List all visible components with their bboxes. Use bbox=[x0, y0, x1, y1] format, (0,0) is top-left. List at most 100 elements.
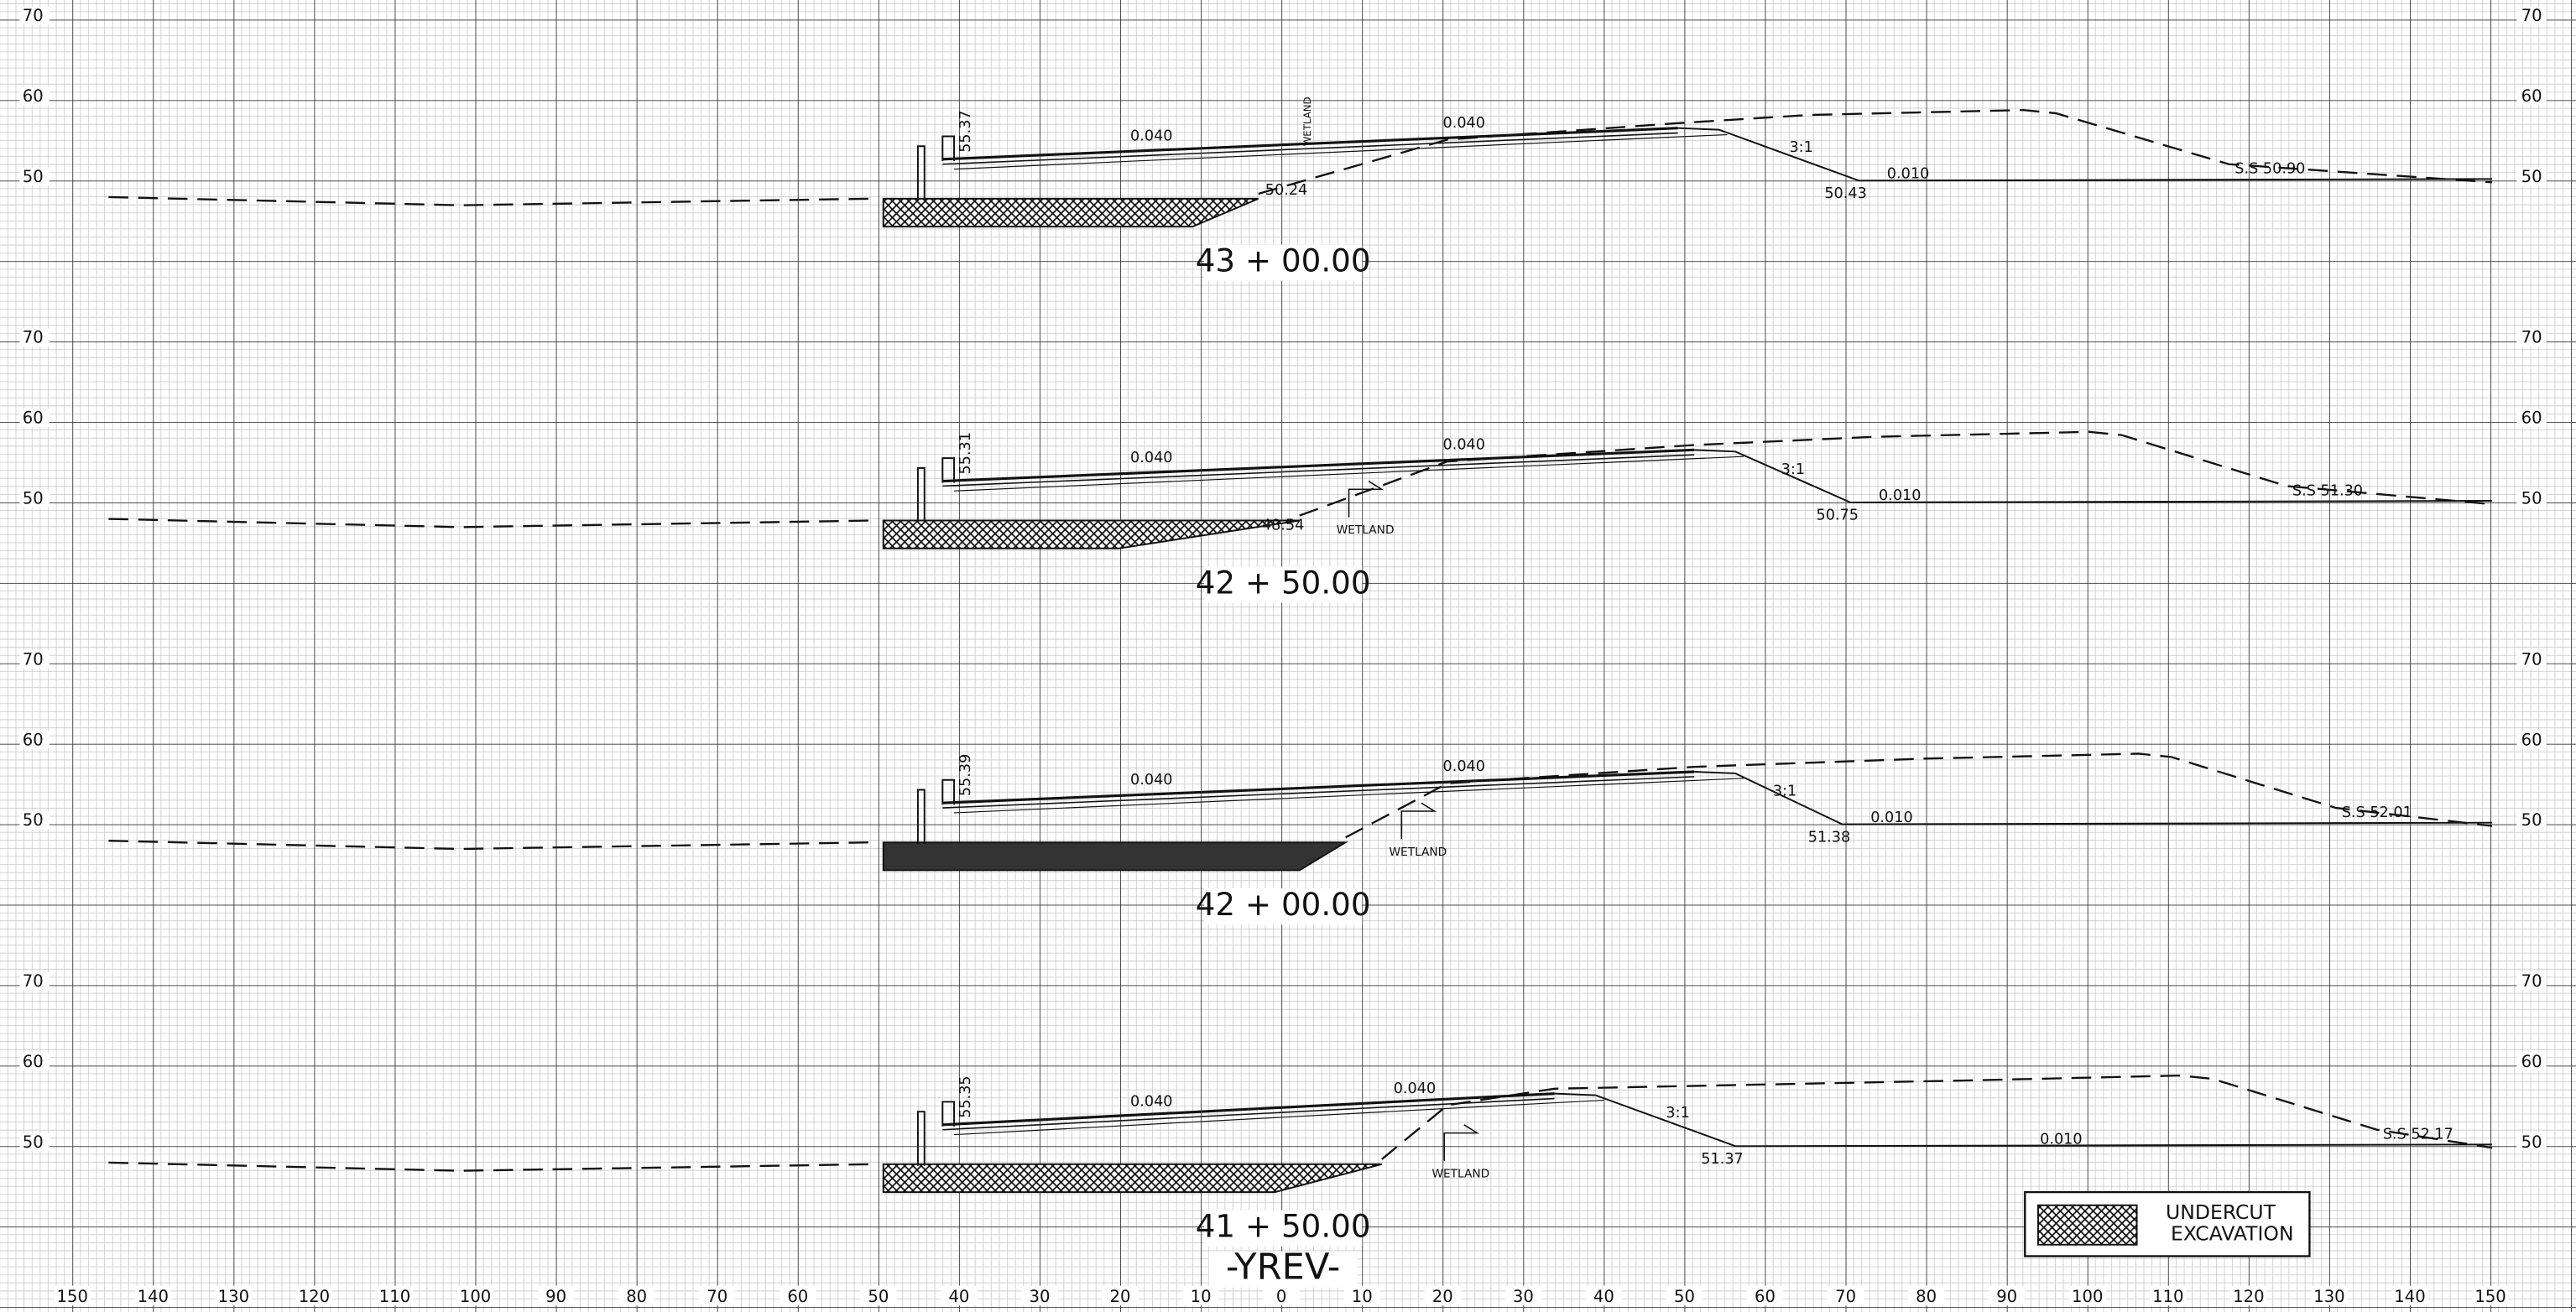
subgrade bbox=[954, 456, 1744, 492]
offset-label: 55.37 bbox=[957, 110, 974, 152]
elev-bg bbox=[19, 86, 50, 106]
fill-slope-label: 3:1 bbox=[1789, 139, 1812, 156]
x-axis-label: 30 bbox=[1513, 1287, 1534, 1306]
offset-label: 55.39 bbox=[957, 754, 974, 796]
slope-label: 0.040 bbox=[1443, 115, 1486, 132]
subgrade bbox=[954, 778, 1744, 814]
existing-ground bbox=[108, 195, 873, 206]
existing-ground bbox=[1258, 108, 2493, 195]
elevation-label: 60 bbox=[2521, 1052, 2542, 1071]
x-axis-label: 110 bbox=[2152, 1287, 2183, 1306]
elevation-label: 60 bbox=[2521, 730, 2542, 749]
x-label-bg bbox=[860, 1285, 897, 1306]
elev-bg bbox=[2516, 810, 2547, 830]
elev-bg bbox=[19, 810, 50, 830]
elevation-label: 50 bbox=[23, 167, 44, 186]
wetland-label: WETLAND bbox=[1337, 523, 1395, 537]
elev-bg bbox=[2516, 1052, 2547, 1071]
wetland-label: WETLAND bbox=[1389, 846, 1447, 859]
x-label-bg bbox=[538, 1285, 575, 1306]
x-axis-label: 130 bbox=[218, 1287, 249, 1306]
pavement bbox=[942, 776, 1695, 809]
undercut-elev: 48.54 bbox=[1262, 517, 1305, 534]
x-label-bg bbox=[618, 1285, 655, 1306]
undercut bbox=[882, 197, 1259, 228]
x-axis-label: 90 bbox=[1996, 1287, 2017, 1306]
wetland-marker bbox=[1443, 1124, 1480, 1161]
x-axis-label: 70 bbox=[1835, 1287, 1856, 1306]
x-label-bg bbox=[1343, 1285, 1380, 1306]
elevation-label: 70 bbox=[23, 6, 44, 25]
x-axis-label: 20 bbox=[1432, 1287, 1453, 1306]
elev-bg bbox=[19, 489, 50, 508]
station-label: 42 + 00.00 bbox=[1196, 886, 1371, 923]
x-label-bg bbox=[1021, 1285, 1058, 1306]
x-axis-label: 120 bbox=[2233, 1287, 2264, 1306]
x-label-bg bbox=[54, 1285, 91, 1306]
curb bbox=[916, 789, 926, 845]
elevation-label: 70 bbox=[23, 649, 44, 669]
elevation-label: 70 bbox=[2521, 649, 2542, 669]
station-bg bbox=[1204, 566, 1363, 603]
elevation-label: 60 bbox=[23, 1052, 44, 1071]
x-axis-label: 40 bbox=[948, 1287, 969, 1306]
x-label-bg bbox=[1424, 1285, 1461, 1306]
undercut bbox=[882, 841, 1349, 872]
x-axis-label: 90 bbox=[545, 1287, 566, 1306]
fill-slope bbox=[1677, 127, 2493, 182]
elev-bg bbox=[2516, 328, 2547, 347]
curb bbox=[916, 145, 926, 200]
x-axis-label: 110 bbox=[379, 1287, 410, 1306]
slope-label: 0.040 bbox=[1130, 772, 1173, 789]
elev-bg bbox=[19, 971, 50, 991]
shoulder-label: S.S 51.30 bbox=[2292, 482, 2363, 499]
x-label-bg bbox=[2311, 1285, 2348, 1306]
x-axis-label: 50 bbox=[868, 1287, 889, 1306]
x-axis-label: 80 bbox=[1916, 1287, 1937, 1306]
shoulder-label: S.S 52.01 bbox=[2342, 804, 2412, 821]
legend-swatch bbox=[2036, 1204, 2138, 1246]
elev-bg bbox=[2516, 1132, 2547, 1152]
fill-slope bbox=[1554, 1092, 2493, 1148]
station-bg bbox=[1204, 1210, 1363, 1247]
shoulder-label: S.S 50.90 bbox=[2234, 161, 2305, 178]
elevation-label: 60 bbox=[2521, 409, 2542, 428]
offset-label: 55.35 bbox=[957, 1075, 974, 1117]
undercut bbox=[882, 519, 1300, 549]
existing-ground bbox=[1299, 430, 2493, 517]
x-label-bg bbox=[780, 1285, 816, 1306]
station-label: 43 + 00.00 bbox=[1196, 242, 1371, 279]
elev-bg bbox=[19, 731, 50, 749]
title-bg bbox=[1208, 1251, 1358, 1288]
elevation-label: 50 bbox=[23, 489, 44, 508]
x-label-bg bbox=[1504, 1285, 1541, 1306]
elevation-label: 60 bbox=[2521, 86, 2542, 106]
elev-bg bbox=[2516, 409, 2547, 427]
station-label: 42 + 50.00 bbox=[1196, 564, 1371, 601]
fill-slope bbox=[1694, 449, 2493, 503]
x-label-bg bbox=[2391, 1285, 2428, 1306]
curb bbox=[941, 1101, 956, 1127]
curb bbox=[916, 466, 926, 523]
elevation-label: 50 bbox=[23, 810, 44, 830]
x-label-bg bbox=[456, 1285, 494, 1306]
x-axis-label: 40 bbox=[1593, 1287, 1614, 1306]
ditch-elev: 50.43 bbox=[1824, 185, 1867, 202]
x-label-bg bbox=[1828, 1285, 1864, 1306]
elev-bg bbox=[19, 1052, 50, 1071]
elevation-label: 60 bbox=[23, 86, 44, 106]
x-label-bg bbox=[2069, 1285, 2106, 1306]
x-label-bg bbox=[134, 1285, 171, 1306]
curb bbox=[941, 135, 956, 161]
ditch-elev: 50.75 bbox=[1817, 508, 1859, 524]
x-label-bg bbox=[1102, 1285, 1139, 1306]
x-label-bg bbox=[2472, 1285, 2509, 1306]
elevation-label: 50 bbox=[2521, 1132, 2542, 1152]
pavement bbox=[942, 454, 1695, 487]
elevation-label: 70 bbox=[2521, 971, 2542, 991]
x-axis-label: 20 bbox=[1110, 1287, 1131, 1306]
fill-slope-label: 3:1 bbox=[1773, 783, 1796, 799]
elevation-label: 50 bbox=[2521, 489, 2542, 508]
slope-label: 0.040 bbox=[1130, 128, 1173, 144]
wetland-marker bbox=[1348, 480, 1384, 518]
